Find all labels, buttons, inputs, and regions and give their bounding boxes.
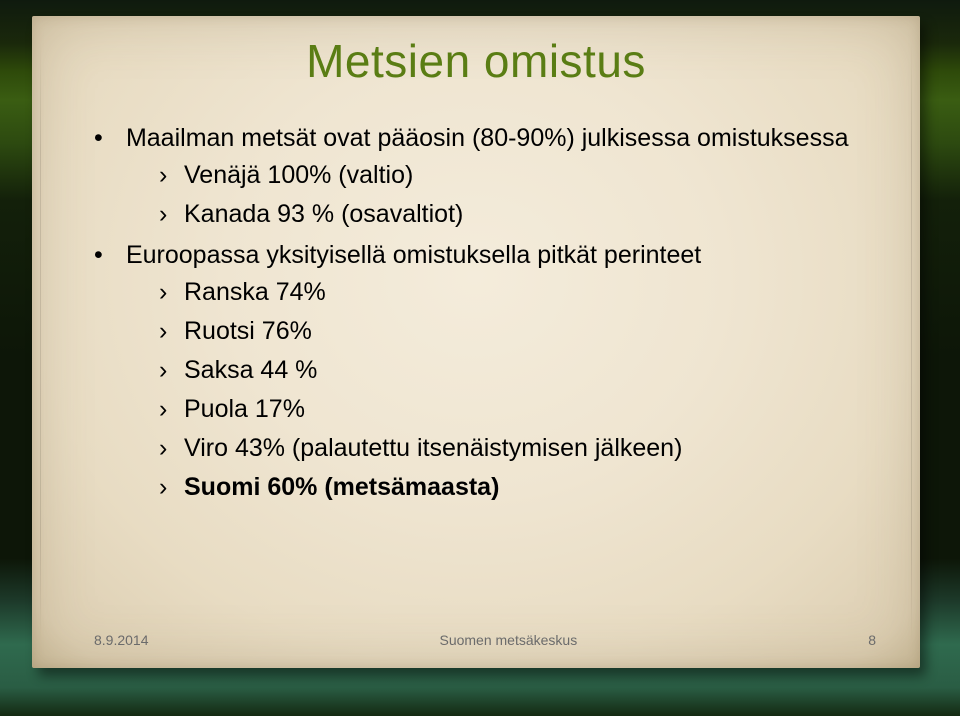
slide-title: Metsien omistus (32, 34, 920, 88)
list-item: Ranska 74% (159, 274, 860, 311)
list-item-text: Maailman metsät ovat pääosin (80-90%) ju… (126, 124, 849, 152)
list-item-text: Kanada 93 % (osavaltiot) (184, 200, 463, 228)
list-item: Ruotsi 76% (159, 313, 860, 350)
list-item-text: Viro 43% (palautettu itsenäistymisen jäl… (184, 434, 682, 462)
list-item-text: Euroopassa yksityisellä omistuksella pit… (126, 241, 701, 269)
bullet-list-level-2: Ranska 74% Ruotsi 76% Saksa 44 % Puola 1… (119, 274, 860, 506)
list-item: Euroopassa yksityisellä omistuksella pit… (94, 237, 860, 506)
list-item-text: Ruotsi 76% (184, 317, 312, 345)
list-item: Maailman metsät ovat pääosin (80-90%) ju… (94, 120, 860, 233)
footer-date: 8.9.2014 (94, 632, 149, 648)
slide-footer: 8.9.2014 Suomen metsäkeskus 8 (94, 632, 876, 648)
list-item: Puola 17% (159, 391, 860, 428)
list-item: Venäjä 100% (valtio) (159, 157, 860, 194)
footer-page-number: 8 (868, 632, 876, 648)
list-item-text: Saksa 44 % (184, 356, 317, 384)
list-item: Viro 43% (palautettu itsenäistymisen jäl… (159, 430, 860, 467)
list-item: Suomi 60% (metsämaasta) (159, 469, 860, 506)
list-item: Saksa 44 % (159, 352, 860, 389)
list-item-text: Venäjä 100% (valtio) (184, 161, 413, 189)
list-item-text: Suomi 60% (metsämaasta) (184, 473, 499, 501)
bullet-list-level-2: Venäjä 100% (valtio) Kanada 93 % (osaval… (119, 157, 860, 233)
slide-stage: Metsien omistus Maailman metsät ovat pää… (0, 0, 960, 716)
slide-body: Maailman metsät ovat pääosin (80-90%) ju… (94, 120, 860, 510)
list-item-text: Puola 17% (184, 395, 305, 423)
paper: Metsien omistus Maailman metsät ovat pää… (32, 16, 920, 668)
footer-org: Suomen metsäkeskus (149, 632, 869, 648)
list-item: Kanada 93 % (osavaltiot) (159, 196, 860, 233)
list-item-text: Ranska 74% (184, 278, 326, 306)
bullet-list-level-1: Maailman metsät ovat pääosin (80-90%) ju… (94, 120, 860, 506)
